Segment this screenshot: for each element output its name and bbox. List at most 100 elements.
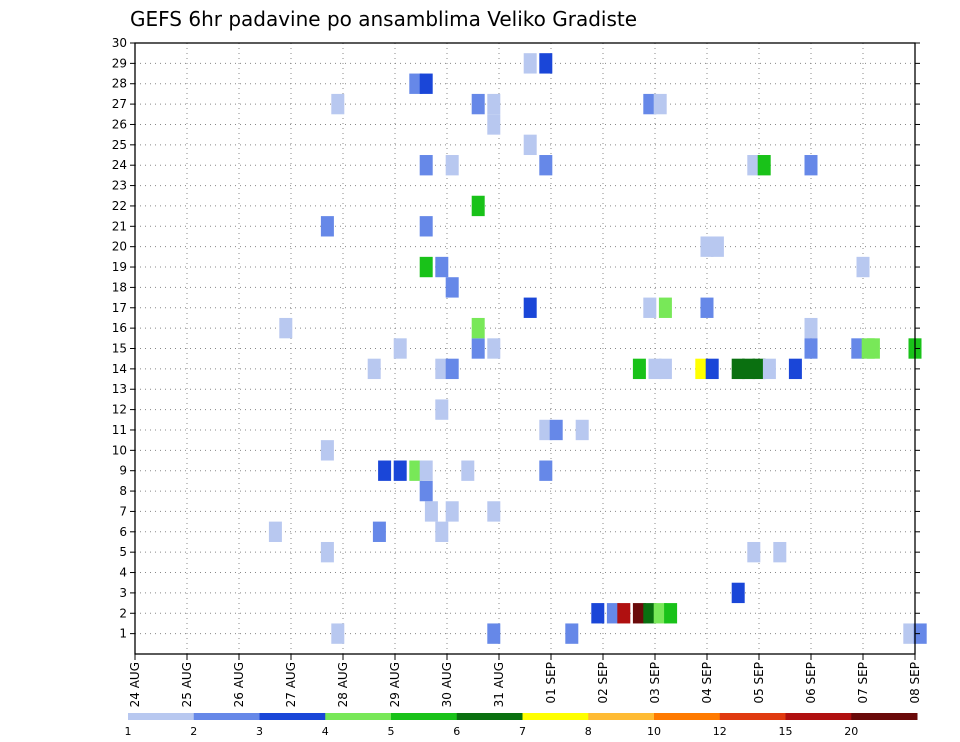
colorbar-label: 3 [256, 725, 263, 738]
heatmap-cell [471, 338, 485, 359]
heatmap-cell [487, 114, 501, 135]
heatmap-cell [643, 297, 657, 318]
y-tick-label: 26 [112, 117, 127, 131]
heatmap-cell [279, 317, 293, 339]
heatmap-cell [393, 460, 407, 481]
heatmap-cell [487, 501, 501, 522]
x-tick-label: 29 AUG [388, 662, 402, 707]
heatmap-cell [752, 358, 766, 380]
x-tick-label: 03 SEP [648, 662, 662, 704]
heatmap-cell [575, 419, 589, 441]
y-tick-label: 12 [112, 403, 127, 417]
y-tick-label: 19 [112, 260, 127, 274]
heatmap-cell [549, 419, 563, 441]
colorbar-swatch [588, 713, 655, 720]
heatmap-cell [804, 338, 818, 359]
y-tick-label: 3 [119, 586, 127, 600]
heatmap-cell [424, 501, 438, 522]
heatmap-cell [445, 358, 459, 380]
heatmap-cell [866, 338, 880, 359]
heatmap-cell [643, 93, 657, 115]
heatmap-cell [757, 155, 771, 176]
colorbar-swatch [193, 713, 260, 720]
y-tick-label: 15 [112, 342, 127, 356]
heatmap-cell [804, 317, 818, 339]
y-tick-label: 28 [112, 77, 127, 91]
heatmap-cell [523, 134, 537, 156]
y-tick-label: 1 [119, 627, 127, 641]
heatmap-cell [648, 358, 662, 380]
heatmap-cell [471, 317, 485, 339]
heatmap-cell [435, 399, 449, 420]
x-tick-label: 24 AUG [128, 662, 142, 707]
heatmap-cell [851, 338, 865, 359]
heatmap-cell [591, 603, 605, 624]
heatmap-cell [773, 541, 787, 563]
colorbar-label: 2 [190, 725, 197, 738]
heatmap-cell [664, 603, 678, 624]
y-tick-label: 5 [119, 545, 127, 559]
y-tick-label: 14 [112, 362, 127, 376]
heatmap-cells [268, 53, 927, 644]
colorbar: 1 2 3 4 5 6 7 8 10 12 15 20 [125, 713, 918, 738]
heatmap-cell [565, 623, 579, 644]
y-tick-label: 23 [112, 179, 127, 193]
x-tick-label: 05 SEP [752, 662, 766, 704]
heatmap-cell [419, 216, 433, 237]
heatmap-cell [705, 358, 719, 380]
heatmap-cell [653, 93, 667, 115]
colorbar-swatch [785, 713, 852, 720]
y-tick-label: 27 [112, 97, 127, 111]
heatmap-cell [445, 501, 459, 522]
heatmap-cell [747, 155, 761, 176]
heatmap-cell [731, 358, 745, 380]
heatmap-cell [419, 155, 433, 176]
x-tick-label: 04 SEP [700, 662, 714, 704]
heatmap-cell [700, 236, 714, 257]
y-tick-label: 17 [112, 301, 127, 315]
heatmap-cell [409, 73, 423, 94]
x-tick-label: 25 AUG [180, 662, 194, 707]
heatmap-cell [653, 603, 667, 624]
colorbar-swatch [654, 713, 721, 720]
y-tick-label: 10 [112, 443, 127, 457]
heatmap-cell [658, 297, 672, 318]
heatmap-cell [320, 216, 334, 237]
heatmap-cell [731, 582, 745, 604]
colorbar-label: 7 [519, 725, 526, 738]
y-tick-label: 29 [112, 56, 127, 70]
heatmap-cell [331, 93, 345, 115]
y-tick-label: 11 [112, 423, 127, 437]
heatmap-cell [523, 297, 537, 318]
heatmap-cell [393, 338, 407, 359]
heatmap-cell [409, 460, 423, 481]
heatmap-cell [903, 623, 917, 644]
x-tick-label: 01 SEP [544, 662, 558, 704]
colorbar-label: 5 [388, 725, 395, 738]
heatmap-cell [372, 521, 386, 542]
colorbar-label: 4 [322, 725, 329, 738]
heatmap-cell [331, 623, 345, 644]
heatmap-cell [487, 93, 501, 115]
heatmap-cell [378, 460, 392, 481]
x-tick-label: 30 AUG [440, 662, 454, 707]
colorbar-swatch [456, 713, 523, 720]
heatmap-cell [445, 277, 459, 298]
y-tick-label: 9 [119, 464, 127, 478]
colorbar-swatch [325, 713, 392, 720]
y-tick-label: 8 [119, 484, 127, 498]
heatmap-cell [643, 603, 657, 624]
heatmap-cell [471, 195, 485, 217]
x-tick-label: 27 AUG [284, 662, 298, 707]
x-axis: 24 AUG 25 AUG 26 AUG 27 AUG 28 AUG 29 AUG 30 A… [128, 654, 922, 707]
y-tick-label: 21 [112, 219, 127, 233]
heatmap-cell [435, 358, 449, 380]
heatmap-cell [419, 73, 433, 94]
heatmap-cell [487, 338, 501, 359]
x-tick-label: 08 SEP [908, 662, 922, 704]
heatmap-cell [632, 358, 646, 380]
heatmap-cell [742, 358, 756, 380]
grid [135, 43, 915, 654]
colorbar-label: 10 [647, 725, 661, 738]
y-tick-label: 16 [112, 321, 127, 335]
